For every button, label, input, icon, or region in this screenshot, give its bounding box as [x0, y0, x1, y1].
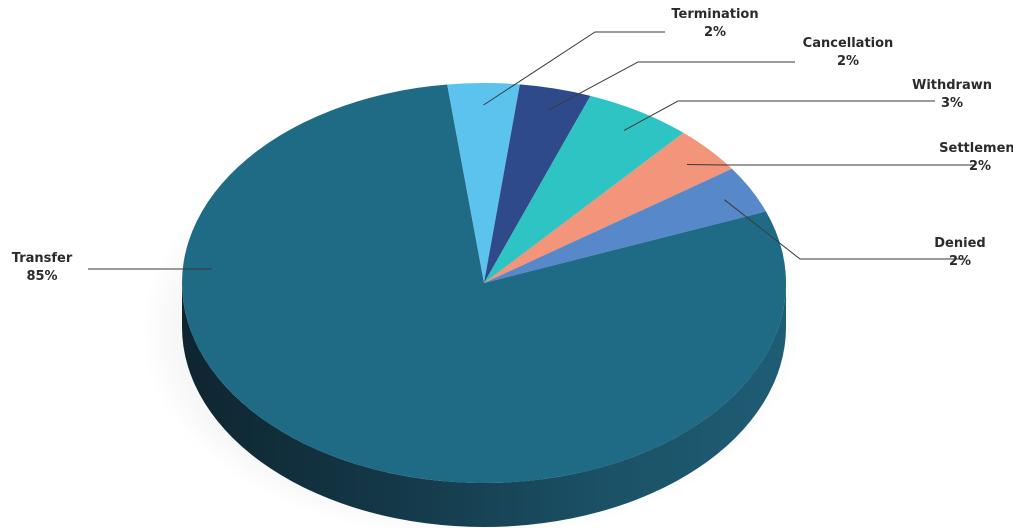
value-label-settlement: 2%	[969, 159, 991, 174]
value-label-denied: 2%	[949, 254, 971, 269]
pie-slices	[181, 83, 786, 484]
slice-settlement	[484, 132, 732, 283]
value-label-termination: 2%	[704, 25, 726, 40]
slice-transfer	[181, 84, 786, 484]
label-withdrawn: Withdrawn	[912, 78, 992, 93]
value-label-withdrawn: 3%	[941, 96, 963, 111]
pie-labels: Termination 2% Cancellation 2% Withdrawn 3% Se…	[12, 7, 1013, 284]
slice-denied	[484, 168, 766, 283]
leader-line-cancellation	[548, 61, 795, 111]
value-label-cancellation: 2%	[837, 54, 859, 69]
pie-side	[182, 283, 786, 527]
slice-cancellation	[484, 84, 591, 283]
label-cancellation: Cancellation	[803, 36, 894, 51]
leader-line-denied	[724, 199, 965, 260]
slice-termination	[447, 83, 520, 283]
label-transfer: Transfer	[12, 251, 73, 266]
label-termination: Termination	[671, 7, 758, 22]
label-denied: Denied	[934, 236, 985, 251]
label-settlement: Settlement	[939, 141, 1013, 156]
slice-withdrawn	[484, 95, 684, 283]
leader-line-termination	[483, 31, 665, 106]
value-label-transfer: 85%	[26, 269, 57, 284]
leader-line-withdrawn	[623, 100, 935, 131]
